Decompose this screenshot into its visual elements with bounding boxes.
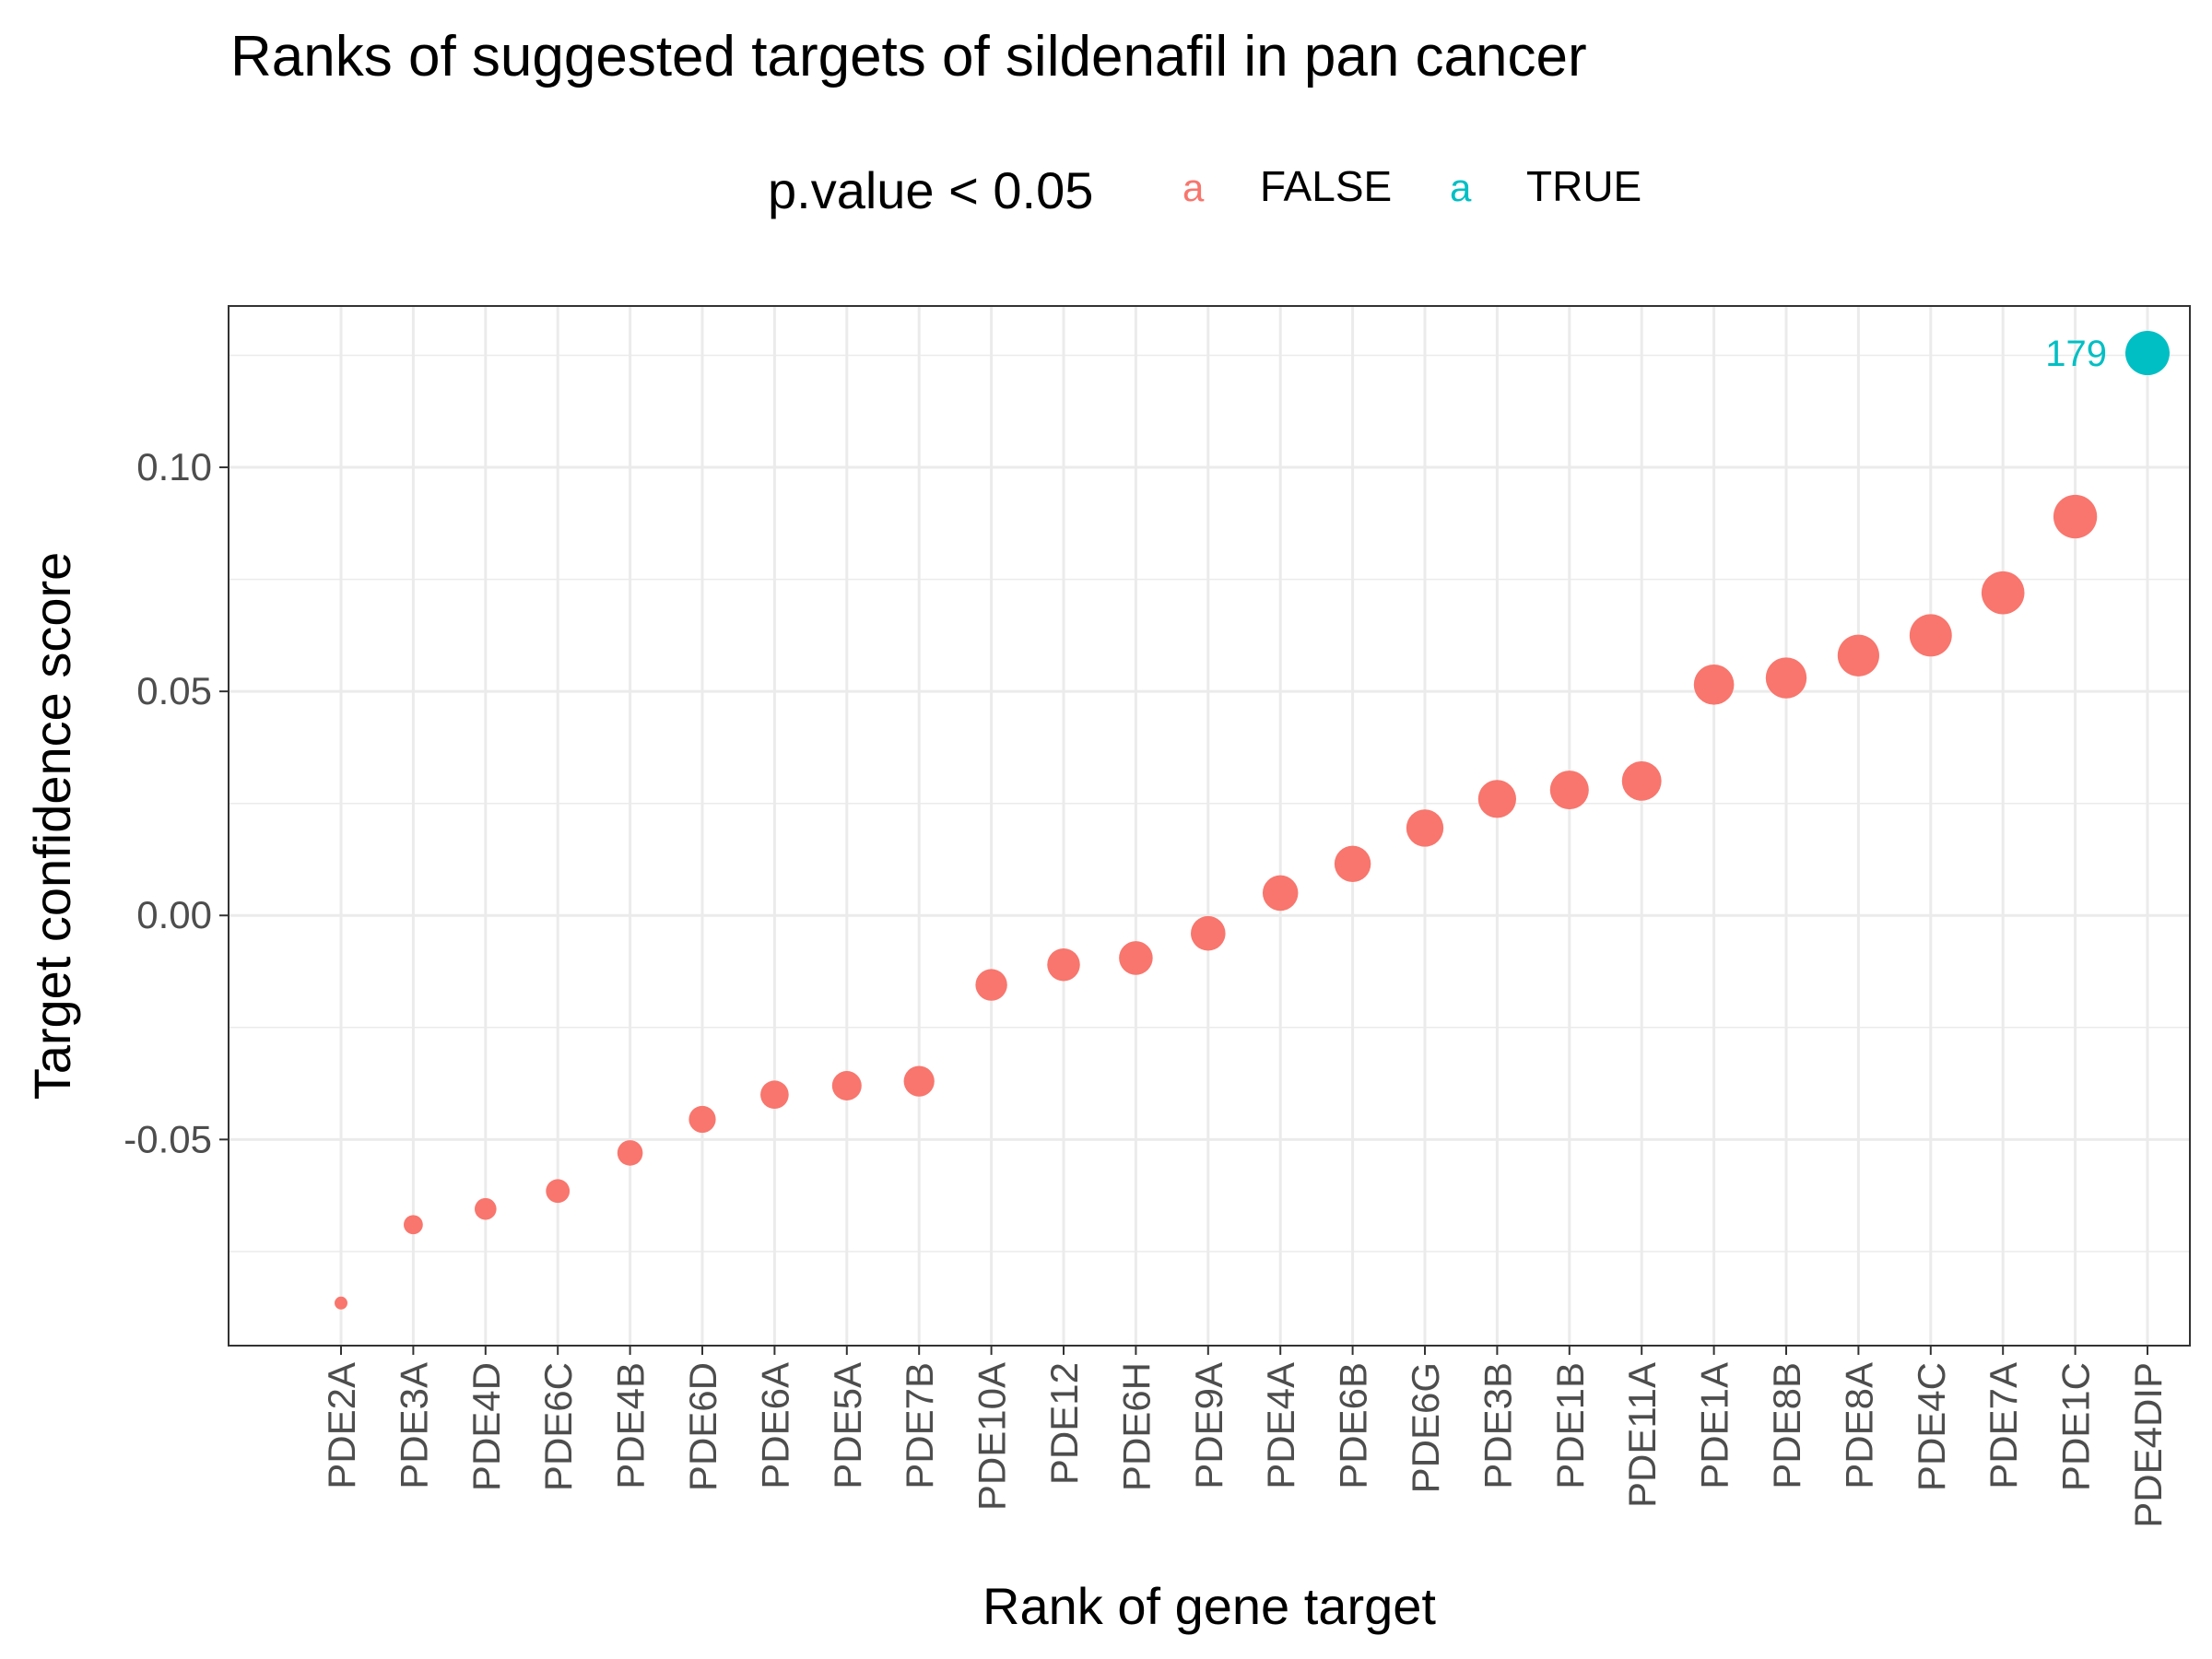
y-tick-label: 0.10 xyxy=(136,445,212,488)
x-tick-label: PDE5A xyxy=(826,1362,869,1489)
y-axis-title: Target confidence score xyxy=(23,552,81,1100)
data-point xyxy=(975,969,1007,1001)
data-point xyxy=(1119,941,1153,975)
legend-label-true: TRUE xyxy=(1526,162,1641,210)
data-point xyxy=(335,1296,347,1310)
data-point xyxy=(1191,915,1226,951)
legend-key-false: a xyxy=(1182,166,1205,209)
data-point xyxy=(1477,780,1516,818)
x-tick-label: PDE6H xyxy=(1114,1362,1158,1491)
data-point xyxy=(1693,665,1735,705)
data-point xyxy=(1047,947,1080,982)
x-tick-label: PDE4B xyxy=(609,1362,653,1489)
data-point xyxy=(2053,494,2098,539)
data-point xyxy=(1981,571,2025,615)
data-point xyxy=(1837,634,1879,677)
x-tick-label: PDE9A xyxy=(1187,1362,1230,1489)
point-annotation: 179 xyxy=(2045,334,2107,374)
chart-title: Ranks of suggested targets of sildenafil… xyxy=(230,25,1587,88)
data-point xyxy=(903,1065,935,1097)
data-points xyxy=(335,331,2170,1310)
data-point xyxy=(760,1080,789,1110)
x-tick-label: PDE8B xyxy=(1765,1362,1808,1489)
plot-panel: 179 xyxy=(228,305,2191,1347)
data-point xyxy=(474,1197,497,1220)
point-annotations: 179 xyxy=(2045,334,2107,374)
data-point xyxy=(404,1215,423,1235)
x-tick-label: PDE4D xyxy=(465,1362,508,1491)
y-tick-label: -0.05 xyxy=(124,1117,212,1160)
x-tick-label: PDE6G xyxy=(1404,1362,1447,1493)
x-tick-label: PDE8A xyxy=(1837,1362,1880,1489)
legend-label-false: FALSE xyxy=(1260,162,1392,210)
x-tick-label: PDE6C xyxy=(536,1362,580,1491)
data-point xyxy=(1549,771,1589,810)
x-tick-label: PDE6D xyxy=(681,1362,724,1491)
data-point xyxy=(1334,845,1371,883)
data-point xyxy=(1406,809,1444,847)
x-tick-label: PDE10A xyxy=(971,1362,1014,1511)
data-point xyxy=(2125,331,2170,376)
x-tick-label: PDE3A xyxy=(392,1362,435,1489)
data-point xyxy=(1262,875,1299,912)
x-axis: PDE2A PDE3A PDE4D PDE6C PDE4B PDE6D PDE6A PDE5A… xyxy=(320,1346,2170,1528)
x-tick-label: PDE2A xyxy=(320,1362,363,1489)
data-point xyxy=(688,1105,716,1134)
data-point xyxy=(831,1071,862,1100)
y-tick-label: 0.00 xyxy=(136,893,212,936)
x-tick-label: PDE7A xyxy=(1982,1362,2025,1489)
panel-border xyxy=(228,305,2191,1347)
data-point xyxy=(1621,760,1662,801)
x-tick-label: PDE12 xyxy=(1042,1362,1086,1485)
x-tick-label: PDE4A xyxy=(1259,1362,1302,1489)
legend: p.value < 0.05 a FALSE a TRUE xyxy=(768,161,1641,219)
legend-key-true: a xyxy=(1450,166,1472,209)
y-axis: -0.05 0.00 0.05 0.10 xyxy=(124,445,229,1160)
x-tick-label: PDE6A xyxy=(753,1362,796,1489)
y-tick-label: 0.05 xyxy=(136,669,212,712)
x-tick-label: PDE6B xyxy=(1332,1362,1375,1489)
x-tick-label: PDE3B xyxy=(1476,1362,1519,1489)
x-tick-label: PDE4C xyxy=(1910,1362,1953,1491)
data-point xyxy=(546,1179,571,1204)
data-point xyxy=(1765,657,1807,699)
x-tick-label: PDE4DIP xyxy=(2126,1362,2170,1528)
legend-title: p.value < 0.05 xyxy=(768,161,1093,219)
data-point xyxy=(1909,614,1952,657)
x-tick-label: PDE1C xyxy=(2054,1362,2098,1491)
x-tick-label: PDE7B xyxy=(898,1362,941,1489)
data-point xyxy=(617,1140,643,1166)
x-tick-label: PDE11A xyxy=(1620,1362,1664,1508)
major-gridlines xyxy=(229,306,2190,1346)
x-tick-label: PDE1A xyxy=(1693,1362,1736,1489)
x-axis-title: Rank of gene target xyxy=(982,1577,1436,1635)
x-tick-label: PDE1B xyxy=(1548,1362,1592,1489)
